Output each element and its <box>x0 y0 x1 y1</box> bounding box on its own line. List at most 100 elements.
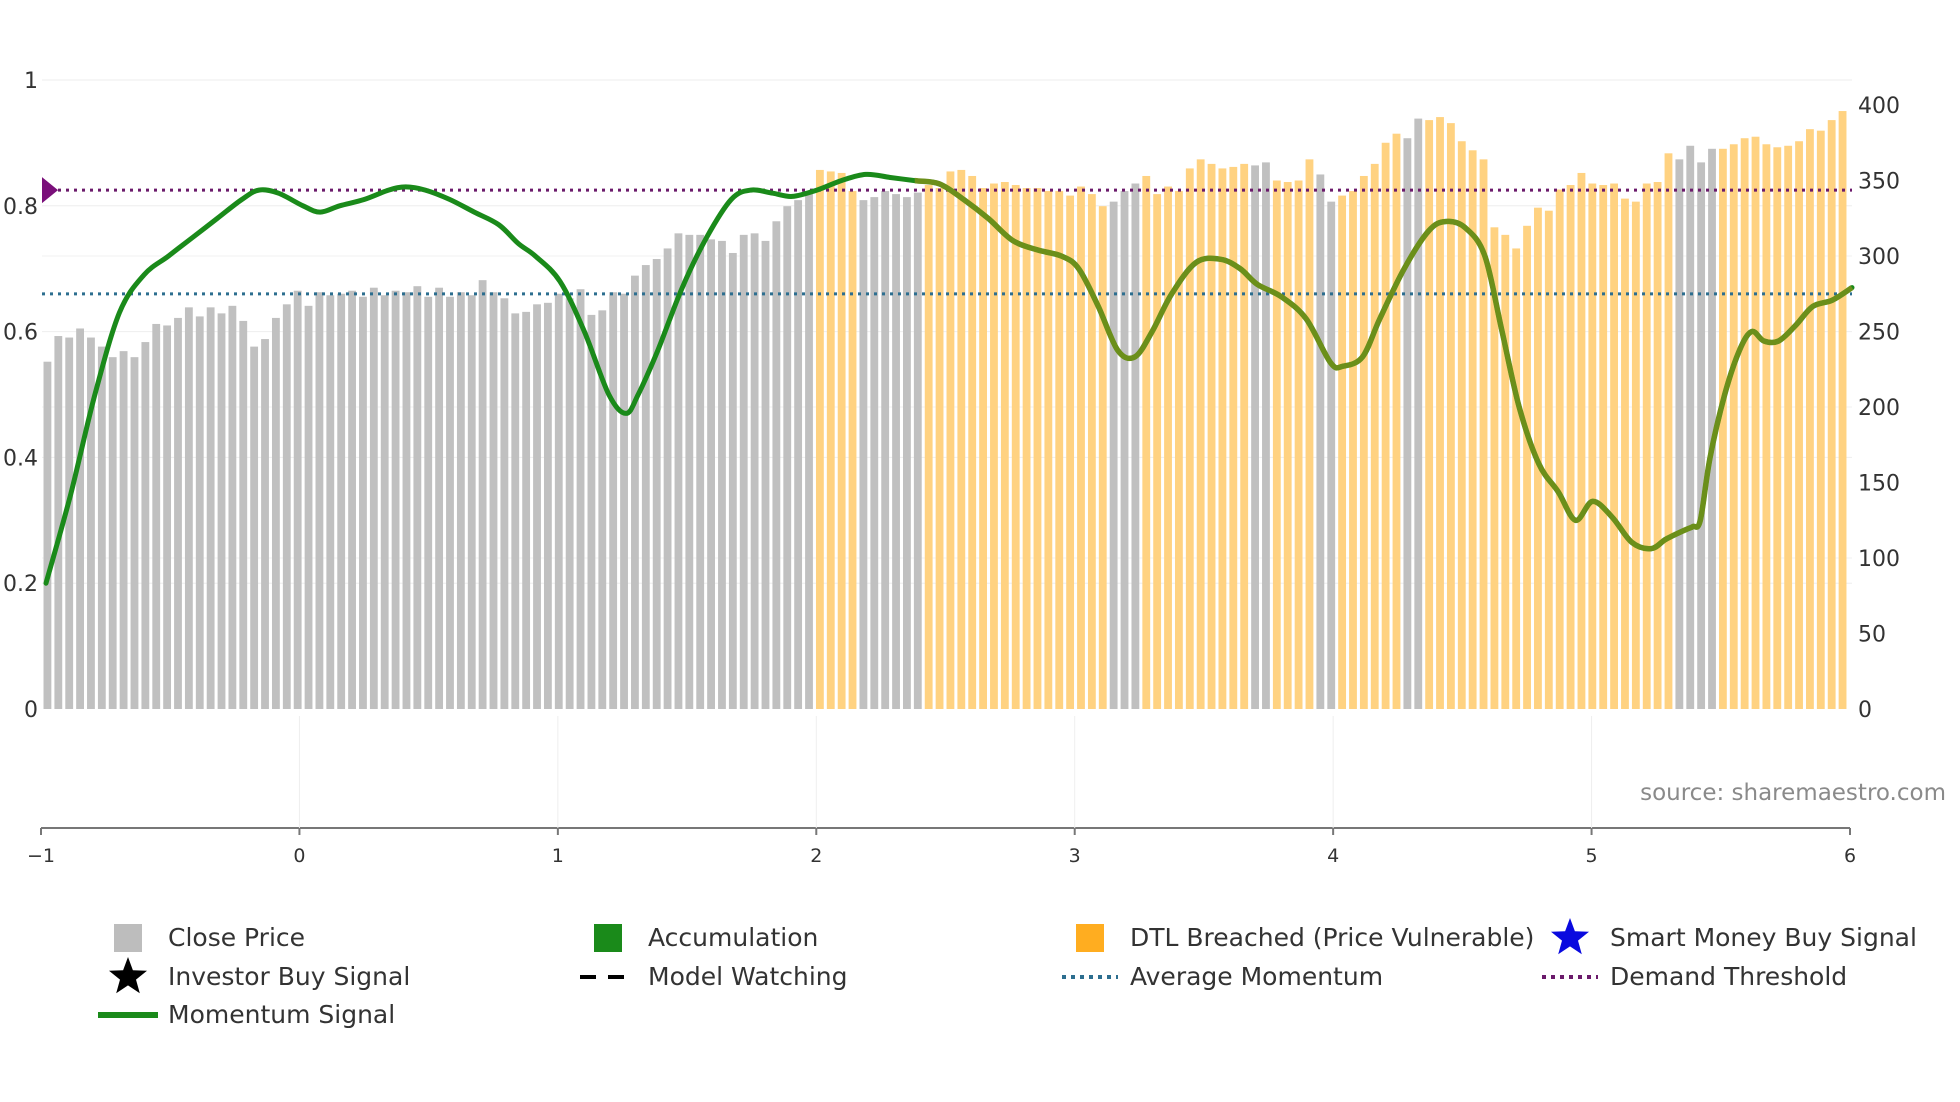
dtl-bar <box>1066 195 1075 710</box>
dtl-bar <box>1185 168 1194 710</box>
legend-item: Smart Money Buy Signal <box>1610 923 1917 952</box>
close-price-bar <box>1403 138 1412 710</box>
y-left-tick-label: 0.2 <box>3 572 38 597</box>
y-right-tick-label: 100 <box>1858 547 1900 572</box>
legend-item: Demand Threshold <box>1542 962 1847 991</box>
close-price-bar <box>739 234 748 710</box>
close-price-bar <box>424 296 433 709</box>
dtl-bar <box>837 172 846 709</box>
close-price-bar <box>380 295 389 709</box>
close-price-bar <box>119 351 128 709</box>
close-price-bar <box>892 194 900 710</box>
dtl-bar <box>1457 141 1466 710</box>
y-right-tick-label: 150 <box>1858 472 1900 497</box>
x-tick-label: −1 <box>27 845 55 867</box>
dtl-bar <box>848 191 857 709</box>
dtl-bar <box>1174 191 1183 709</box>
dtl-bar <box>1098 206 1107 710</box>
close-price-bar <box>587 314 596 709</box>
close-price-bar <box>565 298 574 709</box>
close-price-bar <box>1251 165 1259 709</box>
dtl-bar <box>1436 117 1444 709</box>
legend-square-icon <box>594 924 622 952</box>
legend-item: DTL Breached (Price Vulnerable) <box>1076 923 1534 952</box>
close-price-bar <box>141 342 150 709</box>
dtl-bar <box>1610 183 1618 709</box>
legend: Close Price Accumulation DTL Breached (Pri… <box>98 918 1917 1029</box>
x-tick-label: 2 <box>810 845 822 867</box>
dtl-bar <box>1272 180 1281 709</box>
x-tick-label: 1 <box>552 845 564 867</box>
dtl-bar <box>1077 186 1085 710</box>
dtl-bar <box>1381 142 1390 709</box>
momentum-group <box>43 171 1855 586</box>
dtl-bar <box>1751 136 1760 709</box>
dtl-bar <box>1425 120 1434 710</box>
close-price-bar <box>631 275 639 709</box>
legend-label: Smart Money Buy Signal <box>1610 923 1917 952</box>
close-price-bar <box>326 295 335 709</box>
close-price-bar <box>43 361 52 709</box>
left-axis: 0 0.2 0.4 0.6 0.8 1 <box>3 69 38 723</box>
close-price-bar <box>402 292 411 709</box>
close-price-bar <box>750 233 759 709</box>
legend-label: Average Momentum <box>1130 962 1383 991</box>
y-left-tick-label: 0 <box>24 698 38 723</box>
close-price-bar <box>271 317 280 709</box>
y-right-tick-label: 200 <box>1858 396 1900 421</box>
dtl-bar <box>1806 129 1814 709</box>
close-price-bar <box>641 265 650 709</box>
legend-star-icon <box>109 957 147 994</box>
close-price-bar <box>489 292 498 709</box>
y-right-tick-label: 400 <box>1858 94 1900 119</box>
close-price-bar <box>543 302 552 709</box>
momentum-signal-line-vulnerable <box>914 177 1854 552</box>
dtl-bar <box>1762 144 1771 709</box>
close-price-bar <box>1131 183 1140 709</box>
dtl-bar <box>935 188 944 710</box>
dtl-bar <box>1621 198 1629 709</box>
dtl-bar <box>1795 141 1803 710</box>
dtl-bar <box>1588 183 1597 709</box>
dtl-bar <box>815 169 824 709</box>
close-price-bar <box>391 290 400 709</box>
dtl-bar <box>1370 163 1379 709</box>
close-price-bar <box>805 191 813 709</box>
close-price-bar <box>554 293 563 709</box>
dtl-bar <box>1599 185 1608 709</box>
close-price-bar <box>293 290 302 709</box>
close-price-bar <box>250 346 259 709</box>
dtl-bar <box>826 171 835 709</box>
close-price-bar <box>446 296 454 709</box>
dtl-bar <box>1653 182 1662 709</box>
source-label: source: sharemaestro.com <box>1640 780 1946 806</box>
close-price-bar <box>783 206 792 710</box>
close-price-bar <box>261 339 269 709</box>
close-price-bar <box>1120 191 1129 709</box>
close-price-bar <box>163 325 172 709</box>
close-price-bar <box>130 357 139 709</box>
legend-square-icon <box>114 924 142 952</box>
y-left-tick-label: 1 <box>24 69 38 94</box>
dtl-bar <box>1631 201 1640 709</box>
close-price-bar <box>761 240 770 709</box>
dtl-bar <box>1229 166 1238 709</box>
dtl-bar <box>1294 180 1303 709</box>
legend-label: Close Price <box>168 923 305 952</box>
legend-label: Demand Threshold <box>1610 962 1847 991</box>
x-tick-label: 3 <box>1069 845 1081 867</box>
dtl-bar <box>1479 159 1488 710</box>
dtl-bar <box>1773 147 1782 709</box>
dtl-bar <box>1055 191 1064 709</box>
close-price-bar <box>609 292 618 709</box>
dtl-bar <box>1729 144 1738 709</box>
close-price-bar <box>195 316 204 709</box>
y-right-tick-label: 250 <box>1858 321 1900 346</box>
dtl-bar <box>1207 163 1216 709</box>
dtl-bar <box>1512 248 1521 709</box>
dtl-bar <box>1153 194 1162 710</box>
x-axis: −1 0 1 2 3 4 5 6 <box>27 716 1856 867</box>
dtl-bar <box>1044 191 1053 709</box>
close-price-bar <box>598 310 607 709</box>
close-price-bar <box>1262 162 1270 709</box>
